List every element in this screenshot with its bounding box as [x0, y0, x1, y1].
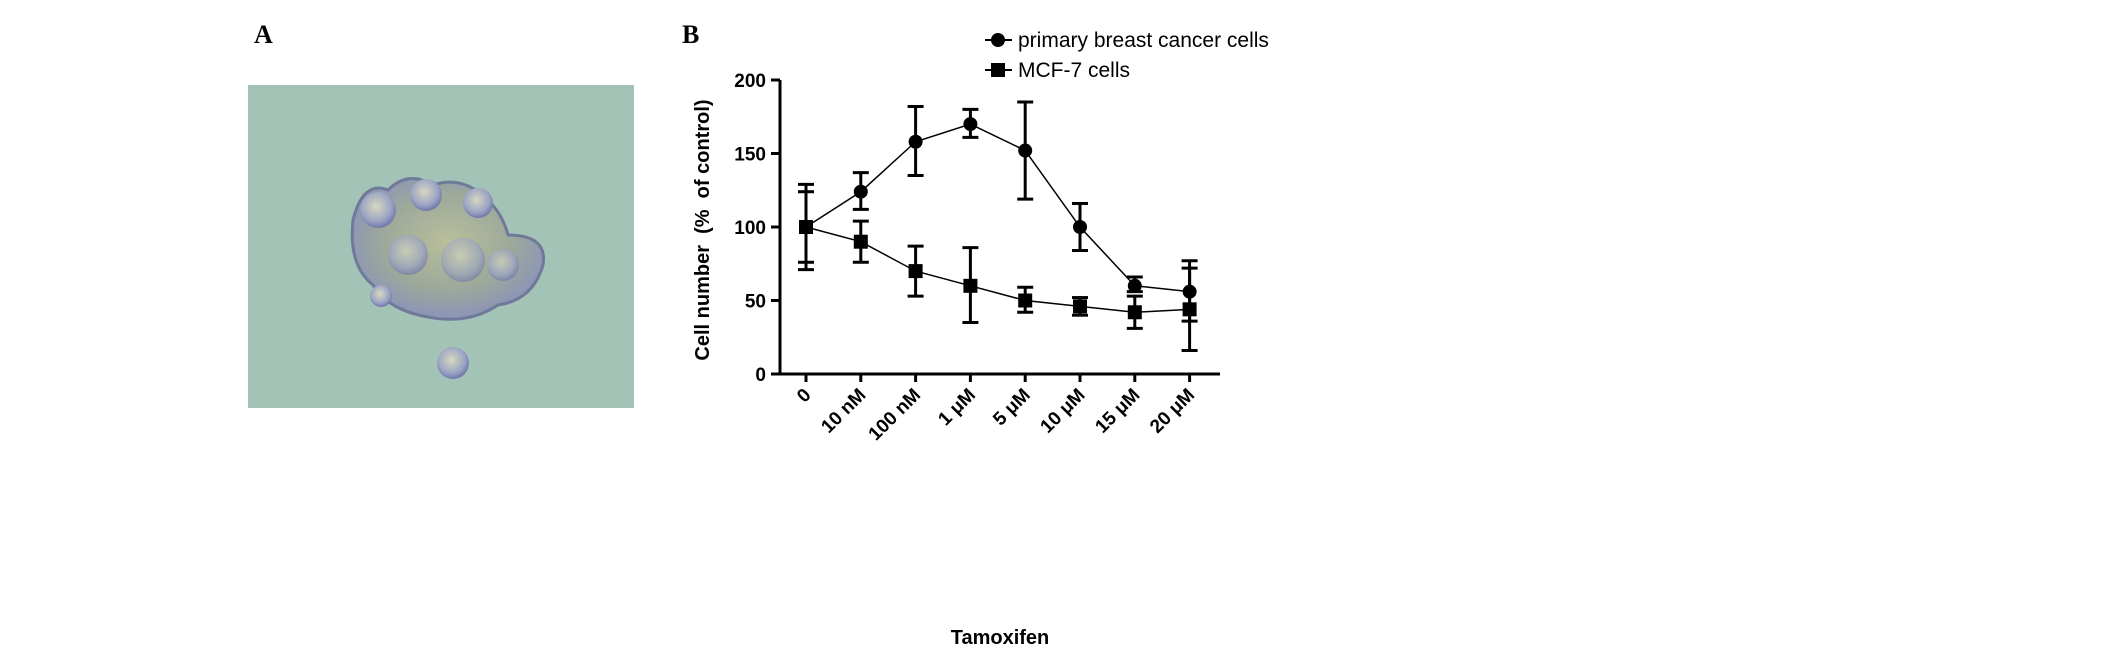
series-line: [805, 123, 1190, 293]
data-point: [853, 234, 868, 249]
x-tick-label: 10 nM: [817, 385, 870, 438]
legend: primary breast cancer cells MCF-7 cells: [985, 29, 1269, 82]
series-mcf7-cells: [798, 190, 1198, 352]
data-point: [963, 117, 978, 132]
panel-a-label: A: [254, 20, 273, 49]
x-tick-label: 0: [793, 385, 815, 407]
x-tick-label: 20 μM: [1146, 385, 1199, 438]
data-point: [908, 134, 923, 149]
y-tick-label: 50: [745, 292, 766, 313]
data-point: [1127, 278, 1142, 293]
legend-marker-square: [991, 63, 1005, 77]
axes: [778, 80, 1220, 376]
x-tick-label: 5 μM: [989, 385, 1034, 430]
panel-b-label: B: [682, 20, 700, 49]
data-point: [1073, 299, 1087, 314]
data-point: [908, 264, 923, 279]
data-point: [799, 220, 813, 234]
cell-cluster-picture: [350, 177, 546, 379]
x-tick-label: 1 μM: [934, 385, 979, 430]
data-point: [1182, 302, 1197, 317]
legend-label: primary breast cancer cells: [1018, 29, 1269, 52]
series-line: [805, 226, 1190, 314]
y-ticks: 0 50 100 150 200: [734, 71, 780, 386]
series-layer: [798, 100, 1198, 352]
y-tick-label: 0: [755, 365, 766, 386]
x-tick-label: 15 μM: [1091, 385, 1144, 438]
x-axis-title: Tamoxifen: [951, 627, 1050, 649]
y-tick-label: 200: [734, 71, 766, 92]
data-point: [853, 184, 868, 199]
x-tick-label: 100 nM: [865, 385, 925, 445]
y-axis-title: Cell number (% of control): [692, 99, 714, 360]
legend-label: MCF-7 cells: [1018, 59, 1130, 82]
y-tick-label: 150: [734, 145, 766, 166]
data-point: [1127, 305, 1142, 320]
series-primary-cells: [798, 100, 1198, 323]
data-point: [963, 278, 978, 293]
data-point: [1018, 293, 1033, 308]
x-tick-label: 10 μM: [1037, 385, 1090, 438]
data-point: [1073, 220, 1087, 234]
legend-marker-circle: [991, 33, 1005, 47]
micrograph-image: [248, 85, 634, 408]
data-point: [1018, 143, 1033, 158]
y-tick-label: 100: [734, 218, 766, 239]
